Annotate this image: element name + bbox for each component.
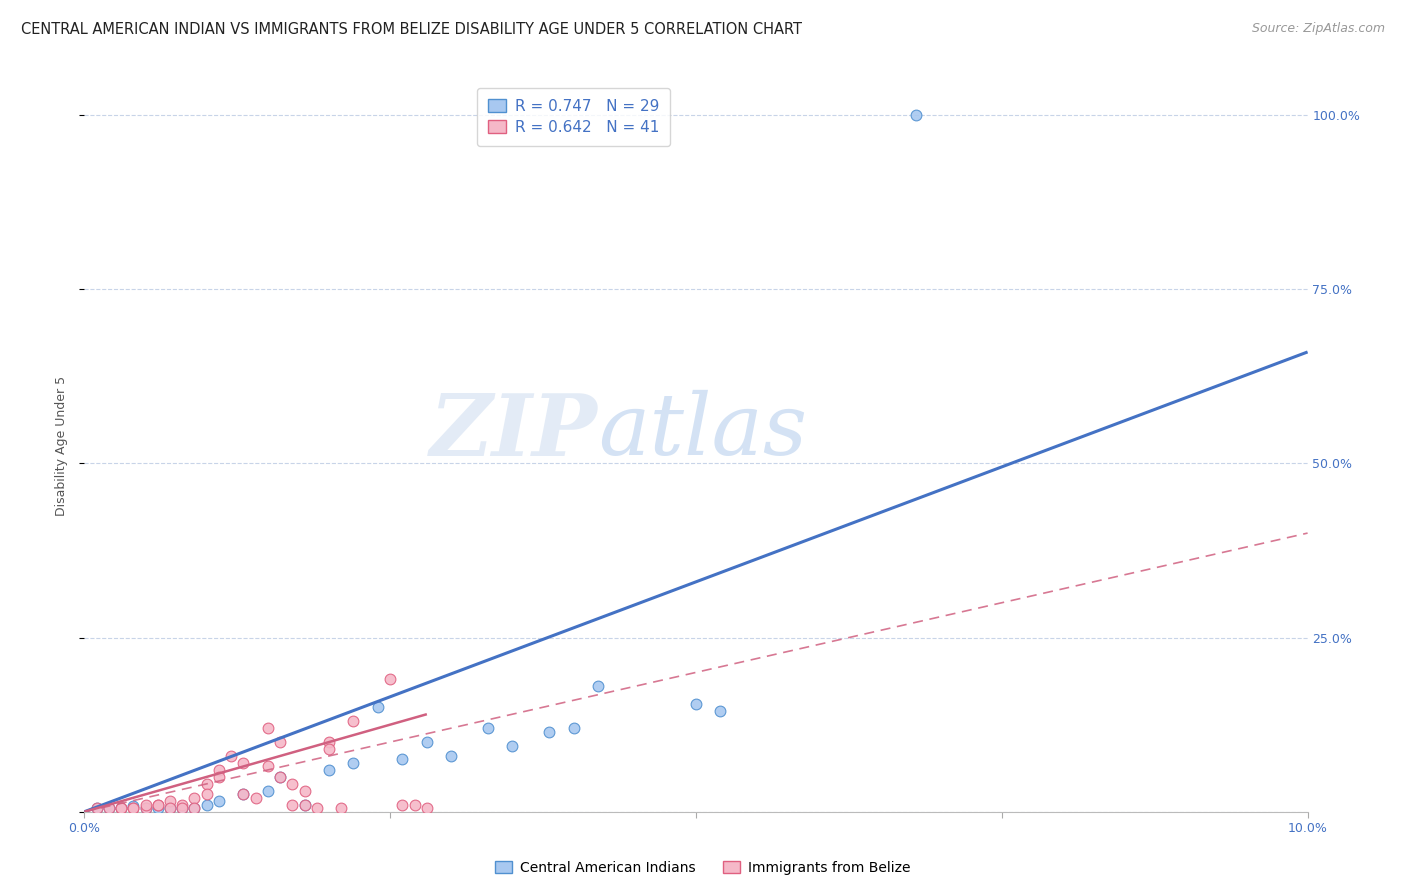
- Point: [269, 770, 291, 784]
- Legend: Central American Indians, Immigrants from Belize: Central American Indians, Immigrants fro…: [489, 855, 917, 880]
- Point: [97, 801, 120, 815]
- Point: [110, 801, 132, 815]
- Point: [318, 763, 340, 777]
- Point: [172, 801, 194, 815]
- Point: [538, 724, 561, 739]
- Point: [257, 784, 280, 798]
- Point: [135, 797, 157, 812]
- Point: [97, 801, 120, 815]
- Point: [416, 735, 439, 749]
- Point: [586, 679, 609, 693]
- Y-axis label: Disability Age Under 5: Disability Age Under 5: [55, 376, 67, 516]
- Point: [294, 784, 316, 798]
- Text: CENTRAL AMERICAN INDIAN VS IMMIGRANTS FROM BELIZE DISABILITY AGE UNDER 5 CORRELA: CENTRAL AMERICAN INDIAN VS IMMIGRANTS FR…: [21, 22, 801, 37]
- Point: [269, 770, 291, 784]
- Point: [146, 797, 169, 812]
- Point: [257, 721, 280, 735]
- Point: [232, 756, 254, 770]
- Point: [342, 714, 364, 728]
- Point: [122, 801, 145, 815]
- Point: [685, 697, 707, 711]
- Point: [183, 801, 205, 815]
- Point: [159, 794, 181, 808]
- Point: [110, 801, 132, 815]
- Point: [281, 797, 304, 812]
- Point: [269, 735, 291, 749]
- Point: [380, 673, 402, 687]
- Point: [305, 801, 328, 815]
- Point: [135, 801, 157, 815]
- Point: [905, 108, 928, 122]
- Point: [172, 797, 194, 812]
- Point: [110, 801, 132, 815]
- Point: [294, 797, 316, 812]
- Point: [122, 799, 145, 814]
- Point: [232, 787, 254, 801]
- Point: [391, 797, 413, 812]
- Point: [208, 794, 231, 808]
- Point: [330, 801, 353, 815]
- Point: [342, 756, 364, 770]
- Text: atlas: atlas: [598, 390, 807, 473]
- Point: [195, 797, 218, 812]
- Point: [195, 787, 218, 801]
- Point: [146, 801, 169, 815]
- Point: [86, 801, 108, 815]
- Point: [367, 700, 389, 714]
- Point: [122, 801, 145, 815]
- Point: [318, 742, 340, 756]
- Legend: R = 0.747   N = 29, R = 0.642   N = 41: R = 0.747 N = 29, R = 0.642 N = 41: [477, 88, 671, 145]
- Point: [709, 704, 731, 718]
- Point: [502, 739, 524, 753]
- Point: [219, 749, 242, 764]
- Point: [440, 749, 463, 764]
- Point: [183, 790, 205, 805]
- Point: [562, 721, 585, 735]
- Point: [477, 721, 499, 735]
- Point: [404, 797, 426, 812]
- Point: [391, 752, 413, 766]
- Point: [135, 801, 157, 815]
- Point: [281, 777, 304, 791]
- Point: [159, 801, 181, 815]
- Point: [208, 770, 231, 784]
- Point: [318, 735, 340, 749]
- Point: [195, 777, 218, 791]
- Point: [232, 787, 254, 801]
- Point: [86, 801, 108, 815]
- Point: [257, 759, 280, 773]
- Point: [159, 801, 181, 815]
- Point: [294, 797, 316, 812]
- Text: ZIP: ZIP: [430, 390, 598, 473]
- Point: [183, 801, 205, 815]
- Point: [208, 763, 231, 777]
- Text: Source: ZipAtlas.com: Source: ZipAtlas.com: [1251, 22, 1385, 36]
- Point: [172, 801, 194, 815]
- Point: [146, 797, 169, 812]
- Point: [416, 801, 439, 815]
- Point: [245, 790, 267, 805]
